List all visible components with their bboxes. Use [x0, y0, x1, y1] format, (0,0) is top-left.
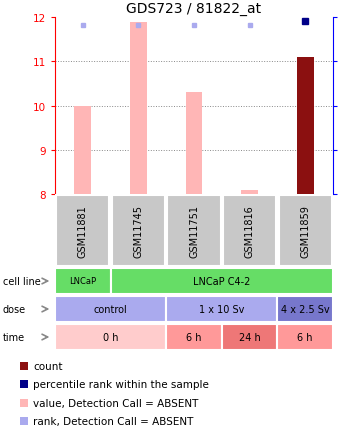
Bar	[130, 23, 147, 194]
Text: cell line: cell line	[3, 276, 40, 286]
Bar	[186, 93, 202, 194]
Bar	[166, 324, 222, 350]
Bar	[20, 417, 28, 425]
Text: 1 x 10 Sv: 1 x 10 Sv	[199, 304, 245, 314]
Text: LNCaP C4-2: LNCaP C4-2	[193, 276, 250, 286]
Bar	[277, 296, 333, 322]
Bar	[297, 58, 314, 194]
Text: GSM11751: GSM11751	[189, 204, 199, 257]
Text: GSM11745: GSM11745	[133, 204, 143, 257]
Text: 4 x 2.5 Sv: 4 x 2.5 Sv	[281, 304, 330, 314]
Bar	[20, 399, 28, 407]
Bar	[222, 324, 277, 350]
Bar	[110, 268, 333, 295]
Bar	[241, 191, 258, 194]
Bar	[20, 380, 28, 388]
Title: GDS723 / 81822_at: GDS723 / 81822_at	[127, 2, 262, 16]
Text: control: control	[94, 304, 128, 314]
Bar	[55, 296, 166, 322]
Text: 6 h: 6 h	[186, 332, 202, 342]
Bar	[20, 362, 28, 370]
Bar	[74, 106, 91, 194]
Text: GSM11816: GSM11816	[245, 205, 255, 257]
Text: LNCaP: LNCaP	[69, 277, 96, 286]
Bar	[55, 324, 166, 350]
Bar	[166, 296, 277, 322]
Text: dose: dose	[3, 304, 26, 314]
Text: value, Detection Call = ABSENT: value, Detection Call = ABSENT	[33, 398, 198, 408]
Bar	[55, 268, 110, 295]
Text: GSM11881: GSM11881	[78, 205, 88, 257]
Text: GSM11859: GSM11859	[300, 204, 310, 257]
Text: 6 h: 6 h	[297, 332, 313, 342]
Text: count: count	[33, 361, 62, 371]
Text: time: time	[3, 332, 25, 342]
Text: 0 h: 0 h	[103, 332, 118, 342]
Bar	[277, 324, 333, 350]
Text: 24 h: 24 h	[239, 332, 260, 342]
Text: rank, Detection Call = ABSENT: rank, Detection Call = ABSENT	[33, 416, 193, 426]
Text: percentile rank within the sample: percentile rank within the sample	[33, 379, 209, 389]
